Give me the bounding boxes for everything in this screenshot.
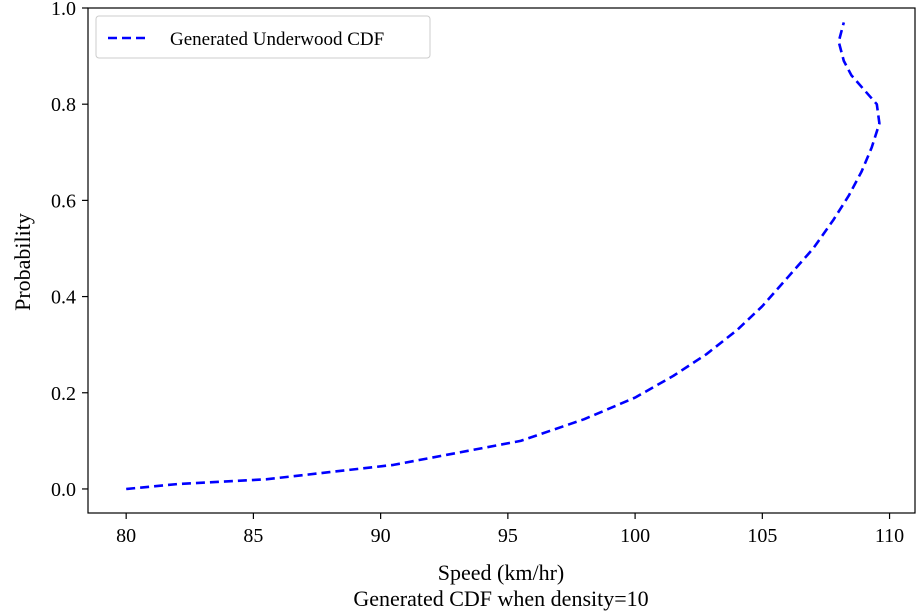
y-tick-label: 0.2 — [51, 383, 76, 405]
x-tick-label: 110 — [875, 525, 904, 547]
x-axis: 80 85 90 95 100 105 110 — [116, 513, 904, 547]
x-tick-label: 105 — [747, 525, 777, 547]
legend-box — [95, 15, 431, 59]
x-tick-label: 80 — [116, 525, 136, 547]
x-axis-label: Speed (km/hr) — [438, 560, 564, 585]
y-tick-label: 0.6 — [51, 190, 76, 212]
x-tick-label: 85 — [243, 525, 263, 547]
plot-area — [87, 7, 916, 514]
series-layer — [126, 22, 881, 491]
plot-border — [87, 7, 916, 514]
x-tick-label: 100 — [620, 525, 650, 547]
y-tick-label: 0.4 — [51, 287, 76, 309]
y-tick-label: 1.0 — [51, 0, 76, 20]
x-tick-label: 95 — [498, 525, 518, 547]
y-tick-label: 0.8 — [51, 94, 76, 116]
chart-title: Generated CDF when density=10 — [353, 586, 648, 611]
y-axis: 0.0 0.2 0.4 0.6 0.8 1.0 — [51, 0, 88, 501]
legend-label: Generated Underwood CDF — [170, 29, 384, 50]
series-line-generated-underwood-cdf — [126, 22, 881, 491]
x-tick-label: 90 — [371, 525, 391, 547]
y-tick-label: 0.0 — [51, 479, 76, 501]
y-axis-label: Probability — [10, 213, 35, 311]
legend: Generated Underwood CDF — [95, 15, 431, 59]
